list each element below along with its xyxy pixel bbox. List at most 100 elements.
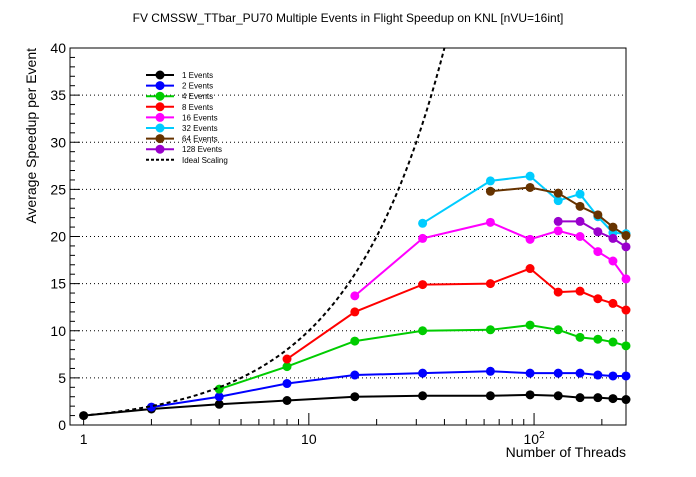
data-point-8-events: [485, 279, 495, 289]
data-point-16-events: [553, 226, 563, 236]
y-tick-label: 20: [50, 229, 66, 245]
data-point-2-events: [621, 371, 631, 381]
data-point-4-events: [418, 326, 428, 336]
data-point-128-events: [608, 233, 618, 243]
data-point-16-events: [608, 256, 618, 266]
data-point-1-events: [575, 393, 585, 403]
data-point-1-events: [608, 394, 618, 404]
data-point-128-events: [621, 242, 631, 252]
legend-marker-1-events: [155, 70, 165, 80]
data-point-32-events: [575, 189, 585, 199]
legend-marker-4-events: [155, 91, 165, 101]
data-point-32-events: [418, 218, 428, 228]
data-point-1-events: [485, 391, 495, 401]
data-point-8-events: [593, 294, 603, 304]
data-point-4-events: [621, 341, 631, 351]
data-point-16-events: [485, 217, 495, 227]
data-point-1-events: [593, 393, 603, 403]
data-point-8-events: [350, 307, 360, 317]
data-point-8-events: [575, 286, 585, 296]
data-point-1-events: [282, 395, 292, 405]
data-point-8-events: [418, 280, 428, 290]
legend-label-32-events: 32 Events: [182, 124, 218, 133]
data-point-1-events: [214, 399, 224, 409]
data-point-1-events: [418, 391, 428, 401]
legend-marker-16-events: [155, 112, 165, 122]
x-tick-label: 10: [301, 431, 317, 447]
data-point-64-events: [525, 182, 535, 192]
y-tick-label: 40: [50, 40, 66, 56]
legend-label-4-events: 4 Events: [182, 92, 213, 101]
data-point-32-events: [553, 196, 563, 206]
legend-label-8-events: 8 Events: [182, 103, 213, 112]
data-point-2-events: [214, 392, 224, 402]
data-point-2-events: [575, 368, 585, 378]
data-point-128-events: [575, 216, 585, 226]
axes-layer: 0 5 10 15 20 25 30 35 40 1 10 102: [50, 40, 627, 447]
series-layer: [79, 47, 631, 421]
data-point-16-events: [418, 233, 428, 243]
x-tick-label: 1: [80, 431, 88, 447]
data-point-4-events: [553, 325, 563, 335]
data-point-4-events: [593, 334, 603, 344]
data-point-1-events: [350, 392, 360, 402]
data-point-8-events: [608, 298, 618, 308]
data-point-128-events: [593, 227, 603, 237]
data-point-8-events: [621, 305, 631, 315]
x-axis-label: Number of Threads: [506, 444, 626, 460]
series-ideal-scaling: [83, 47, 446, 417]
legend-marker-2-events: [155, 81, 165, 91]
legend-label-64-events: 64 Events: [182, 135, 218, 144]
data-point-1-events: [525, 390, 535, 400]
y-tick-label: 15: [50, 276, 66, 292]
legend-label-2-events: 2 Events: [182, 82, 213, 91]
series-line-ideal-scaling: [83, 47, 446, 417]
legend-item-8-events: 8 Events: [146, 102, 213, 112]
legend-item-128-events: 128 Events: [146, 144, 222, 154]
data-point-64-events: [553, 188, 563, 198]
y-tick-label: 10: [50, 323, 66, 339]
series-2-events: [146, 366, 631, 412]
legend-item-2-events: 2 Events: [146, 81, 213, 91]
data-point-2-events: [553, 368, 563, 378]
data-point-4-events: [485, 325, 495, 335]
data-point-4-events: [282, 362, 292, 372]
data-point-32-events: [525, 171, 535, 181]
data-point-16-events: [350, 291, 360, 301]
data-point-64-events: [485, 186, 495, 196]
data-point-2-events: [418, 368, 428, 378]
legend-marker-128-events: [155, 144, 165, 154]
data-point-2-events: [593, 370, 603, 380]
y-tick-label: 5: [58, 370, 66, 386]
data-point-2-events: [525, 368, 535, 378]
data-point-4-events: [575, 332, 585, 342]
data-point-64-events: [621, 231, 631, 241]
legend-item-64-events: 64 Events: [146, 134, 218, 144]
x-tick-label: 102: [523, 430, 545, 447]
legend-item-ideal-scaling: Ideal Scaling: [146, 156, 228, 165]
y-tick-label: 25: [50, 181, 66, 197]
legend-label-ideal-scaling: Ideal Scaling: [182, 156, 228, 165]
legend-label-1-events: 1 Events: [182, 71, 213, 80]
data-point-16-events: [621, 274, 631, 284]
data-point-16-events: [575, 232, 585, 241]
legend-item-16-events: 16 Events: [146, 112, 218, 122]
series-64-events: [485, 182, 631, 241]
legend-marker-64-events: [155, 134, 165, 144]
y-tick-label: 0: [58, 417, 66, 433]
chart-title: FV CMSSW_TTbar_PU70 Multiple Events in F…: [133, 11, 564, 25]
data-point-1-events: [553, 391, 563, 401]
data-point-128-events: [553, 216, 563, 226]
legend-item-4-events: 4 Events: [146, 91, 213, 101]
legend-item-32-events: 32 Events: [146, 123, 218, 133]
data-point-8-events: [553, 287, 563, 297]
data-point-64-events: [608, 222, 618, 232]
data-point-4-events: [608, 337, 618, 347]
series-16-events: [350, 217, 631, 301]
data-point-8-events: [282, 354, 292, 364]
legend-item-1-events: 1 Events: [146, 70, 213, 80]
